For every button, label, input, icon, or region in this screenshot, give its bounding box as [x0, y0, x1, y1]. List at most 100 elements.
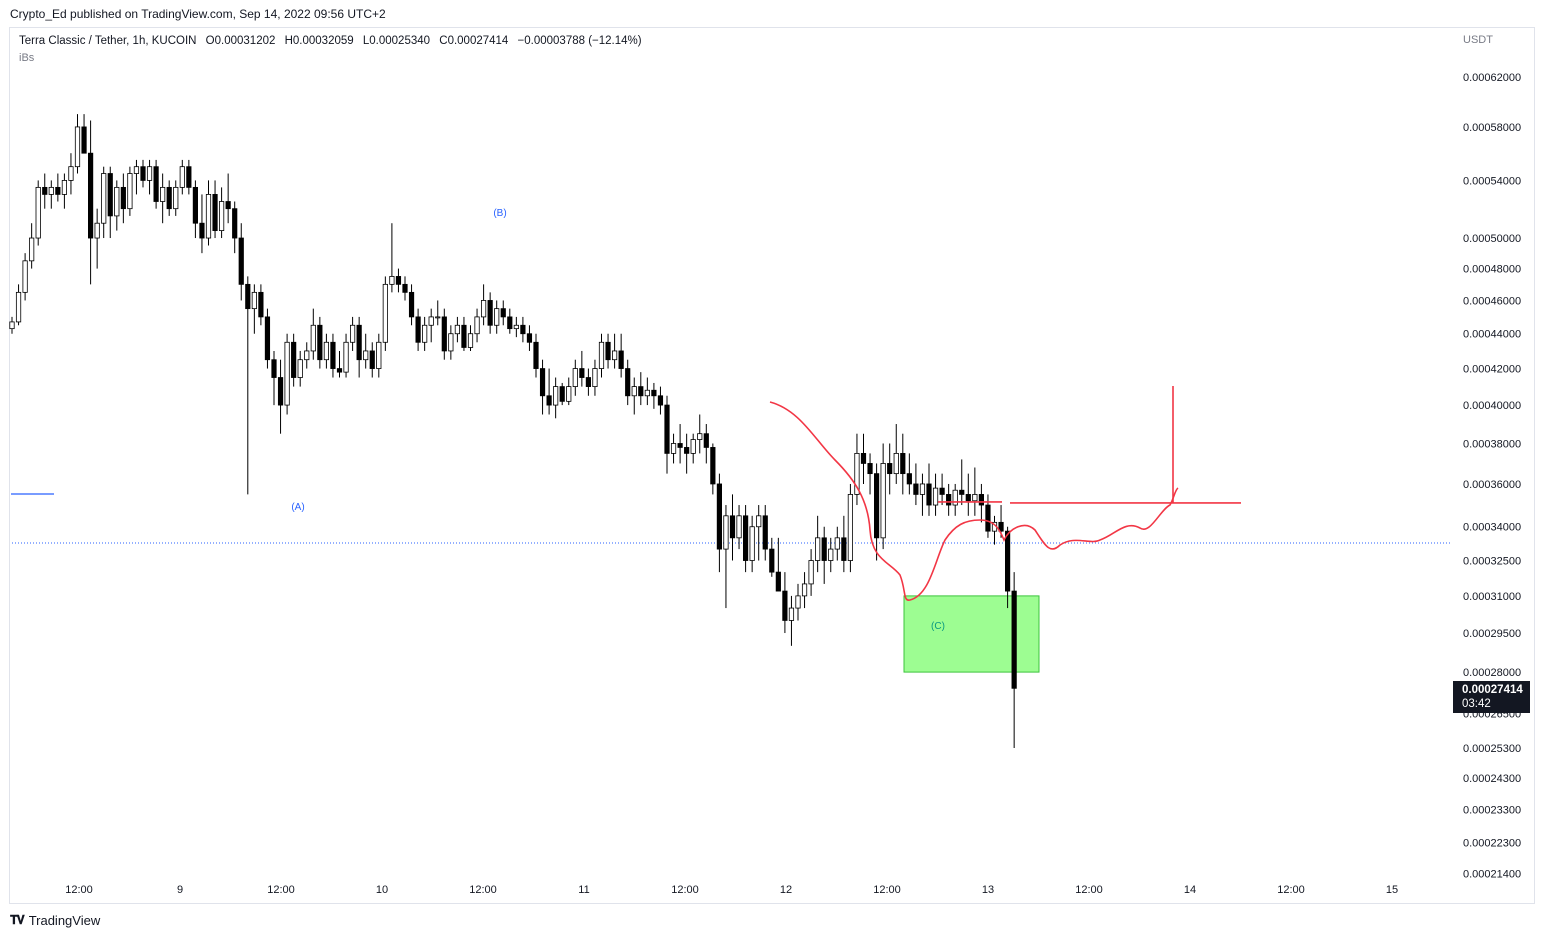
- candle-body: [205, 194, 212, 239]
- candle-body: [166, 186, 172, 210]
- candle-body: [382, 283, 388, 343]
- candle-body: [539, 368, 546, 397]
- indicator-label[interactable]: iBs: [19, 52, 35, 64]
- y-tick-label: 0.00054000: [1463, 175, 1521, 187]
- candle-body: [677, 443, 683, 448]
- candle-body: [526, 333, 533, 343]
- low-value: 0.00025340: [369, 35, 431, 47]
- candle-body: [435, 316, 441, 319]
- y-tick-label: 0.00058000: [1463, 122, 1521, 134]
- candle-body: [598, 341, 605, 369]
- candle-body: [1011, 590, 1017, 689]
- candle-body: [638, 386, 644, 397]
- candle-body: [684, 447, 690, 454]
- candle-body: [946, 494, 952, 506]
- y-tick-label: 0.00024300: [1463, 773, 1521, 785]
- candle-body: [900, 452, 906, 475]
- candle-timer: 03:42: [1462, 698, 1491, 710]
- candle-body: [657, 395, 664, 406]
- candle-body: [507, 316, 513, 330]
- candle-body: [978, 494, 985, 506]
- candle-body: [605, 341, 611, 361]
- symbol-title[interactable]: Terra Classic / Tether, 1h, KUCOIN: [19, 35, 197, 47]
- candle-body: [926, 483, 932, 506]
- y-tick-label: 0.00050000: [1463, 233, 1521, 245]
- candle-body: [304, 350, 310, 361]
- candle-body: [723, 515, 729, 550]
- x-tick-label: 12:00: [1075, 884, 1103, 896]
- x-tick-label: 14: [1184, 884, 1196, 896]
- x-tick-label: 10: [376, 884, 388, 896]
- candle-body: [127, 173, 133, 210]
- y-tick-label: 0.00048000: [1463, 264, 1521, 276]
- candle-body: [284, 341, 290, 406]
- demand-zone: [903, 595, 1040, 673]
- candle-body: [625, 368, 631, 397]
- candle-body: [965, 494, 971, 502]
- candle-body: [815, 537, 821, 561]
- candle-body: [932, 487, 939, 506]
- candle-body: [9, 321, 15, 330]
- candle-body: [402, 283, 408, 293]
- y-tick-label: 0.00036000: [1463, 479, 1521, 491]
- candle-body: [592, 368, 598, 387]
- y-tick-label: 0.00032500: [1463, 556, 1521, 568]
- candle-body: [225, 201, 231, 210]
- change-value: −0.00003788 (−12.14%): [517, 35, 642, 47]
- candle-body: [94, 222, 100, 239]
- candle-body: [828, 548, 834, 561]
- candle-body: [297, 359, 303, 378]
- candle-body: [494, 308, 500, 326]
- candle-body: [107, 173, 113, 217]
- candle-body: [55, 186, 61, 195]
- x-tick-label: 13: [982, 884, 994, 896]
- candle-body: [441, 316, 447, 352]
- candle-body: [114, 186, 120, 217]
- candle-body: [68, 166, 74, 181]
- candle-body: [985, 504, 991, 532]
- candle-body: [363, 350, 369, 361]
- chart-pane[interactable]: [9, 27, 1535, 904]
- candle-body: [697, 433, 703, 440]
- candle-body: [160, 186, 166, 202]
- candle-body: [212, 194, 218, 231]
- candle-body: [22, 260, 28, 293]
- high-key: H: [284, 35, 293, 47]
- candle-body: [88, 152, 94, 239]
- wave-label: (A): [291, 502, 304, 513]
- x-tick-label: 12:00: [65, 884, 93, 896]
- open-key: O: [205, 35, 215, 47]
- candle-body: [703, 433, 709, 448]
- candle-body: [232, 208, 238, 239]
- candle-body: [631, 386, 637, 397]
- y-tick-label: 0.00031000: [1463, 591, 1521, 603]
- candle-body: [670, 443, 677, 454]
- candle-body: [415, 316, 421, 343]
- y-tick-label: 0.00044000: [1463, 329, 1521, 341]
- candle-body: [788, 607, 795, 621]
- candle-body: [317, 324, 323, 361]
- candle-body: [369, 350, 375, 369]
- x-tick-label: 12:00: [267, 884, 295, 896]
- candle-body: [919, 483, 926, 495]
- candle-body: [769, 548, 775, 573]
- candle-body: [500, 308, 506, 318]
- candle-body: [847, 494, 854, 561]
- candle-body: [323, 341, 330, 361]
- x-tick-label: 11: [578, 884, 589, 896]
- candle-body: [120, 186, 126, 210]
- candle-body: [192, 186, 198, 224]
- candle-body: [546, 395, 552, 406]
- candle-body: [74, 126, 81, 168]
- symbol-legend: Terra Classic / Tether, 1h, KUCOIN O 0.00…: [19, 35, 642, 47]
- candle-body: [795, 595, 801, 609]
- candle-body: [291, 341, 297, 378]
- candle-body: [395, 276, 402, 285]
- candle-body: [651, 389, 657, 397]
- candle-body: [81, 126, 87, 154]
- x-tick-label: 9: [177, 884, 183, 896]
- candle-body: [428, 316, 434, 326]
- tradingview-logo[interactable]: 𝐓𝐕 TradingView: [10, 913, 100, 928]
- candle-body: [179, 166, 185, 188]
